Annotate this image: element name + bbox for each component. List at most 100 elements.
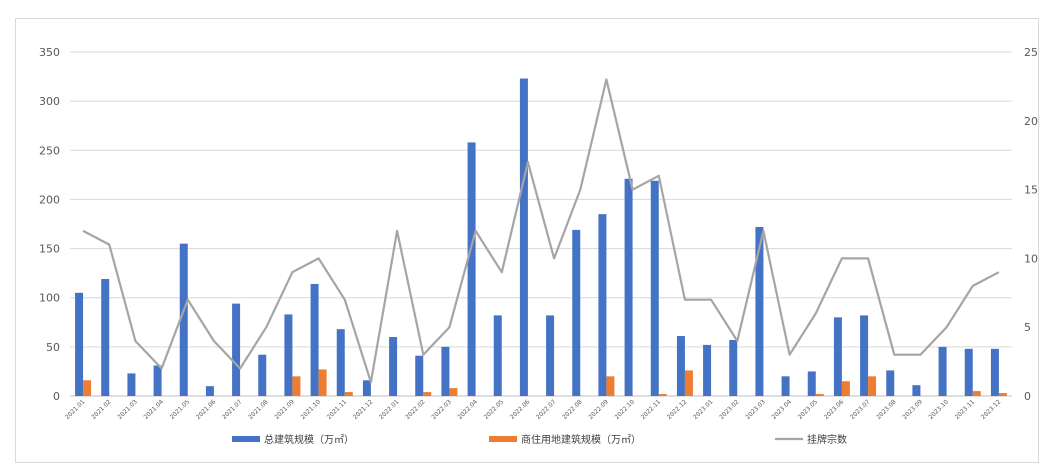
x-tick-label: 2022.12: [666, 398, 689, 421]
x-tick-label: 2021.09: [273, 398, 296, 421]
bar: [972, 391, 981, 396]
bar: [807, 371, 816, 396]
y-tick-label: 250: [39, 144, 60, 157]
bar: [815, 394, 824, 396]
x-tick-label: 2022.09: [587, 398, 610, 421]
x-tick-label: 2023.05: [797, 398, 820, 421]
x-tick-label: 2021.02: [90, 398, 113, 421]
bar: [519, 78, 528, 396]
x-tick-label: 2023.01: [692, 398, 715, 421]
y-tick-label: 200: [39, 193, 60, 206]
x-tick-label: 2021.06: [195, 398, 218, 421]
bar: [179, 243, 188, 396]
bar: [344, 392, 353, 396]
y-axis-left: 0 50 100 150 200 250 300 350: [39, 46, 60, 403]
x-tick-label: 2023.03: [744, 398, 767, 421]
bar: [684, 370, 693, 396]
y-tick-label: 150: [39, 243, 60, 256]
y-tick-label: 100: [39, 292, 60, 305]
line-series: [82, 78, 1000, 384]
bar: [75, 292, 84, 396]
bar: [205, 386, 214, 396]
y-tick-label: 300: [39, 95, 60, 108]
bar: [284, 314, 293, 396]
y2-tick-label: 25: [1024, 46, 1038, 59]
bar: [389, 337, 398, 396]
legend-label: 总建筑规模（万㎡）: [264, 433, 354, 446]
bar: [493, 315, 502, 396]
y2-tick-label: 20: [1024, 115, 1038, 128]
bar: [650, 180, 659, 396]
x-tick-label: 2022.11: [640, 398, 663, 421]
x-tick-label: 2023.08: [875, 398, 898, 421]
bar: [833, 317, 842, 396]
bar: [868, 376, 877, 396]
bar: [423, 392, 432, 396]
bar: [546, 315, 555, 396]
x-tick-label: 2021.12: [352, 398, 375, 421]
line-挂牌宗数: [82, 78, 1000, 384]
x-tick-label: 2023.12: [980, 398, 1003, 421]
legend-swatch: [232, 436, 260, 442]
bar: [964, 348, 973, 396]
bar: [676, 336, 685, 396]
bar: [938, 346, 947, 396]
bar: [781, 376, 790, 396]
x-tick-label: 2023.02: [718, 398, 741, 421]
bar: [572, 229, 581, 396]
x-tick-label: 2022.06: [509, 398, 532, 421]
bar: [310, 283, 319, 396]
x-tick-label: 2022.10: [614, 398, 637, 421]
bar: [258, 354, 267, 396]
bar: [83, 380, 92, 396]
bar: [362, 380, 371, 396]
gridlines: [70, 51, 1012, 397]
y-tick-label: 0: [53, 390, 60, 403]
x-tick-label: 2022.01: [378, 398, 401, 421]
bar: [415, 355, 424, 396]
bar: [990, 348, 999, 396]
bar: [658, 394, 667, 396]
x-tick-label: 2023.04: [771, 398, 794, 421]
bar: [886, 370, 895, 396]
x-tick-label: 2021.07: [221, 398, 244, 421]
x-tick-label: 2022.02: [404, 398, 427, 421]
y-axis-right: 0 5 10 15 20 25: [1024, 46, 1038, 403]
bar: [912, 385, 921, 396]
x-tick-label: 2022.08: [561, 398, 584, 421]
legend-label: 商住用地建筑规模（万㎡）: [521, 433, 641, 446]
bar: [729, 339, 738, 396]
bar: [703, 344, 712, 396]
x-tick-label: 2021.08: [247, 398, 270, 421]
bar: [624, 178, 633, 396]
y-tick-label: 50: [46, 341, 60, 354]
x-tick-label: 2021.10: [300, 398, 323, 421]
bar: [336, 329, 345, 396]
bar: [998, 393, 1007, 396]
x-tick-label: 2021.04: [143, 398, 166, 421]
bar: [860, 315, 869, 396]
y-tick-label: 350: [39, 46, 60, 59]
y2-tick-label: 0: [1024, 390, 1031, 403]
x-tick-label: 2021.01: [64, 398, 87, 421]
bar: [467, 142, 476, 396]
x-axis: 2021.01 2021.02 2021.03 2021.04 2021.05 2021.…: [64, 398, 1002, 421]
bar: [755, 226, 764, 396]
bar: [598, 214, 607, 396]
x-tick-label: 2023.11: [954, 398, 977, 421]
y2-tick-label: 10: [1024, 252, 1038, 265]
bar: [232, 303, 241, 396]
bar: [127, 373, 136, 396]
legend-swatch: [489, 436, 517, 442]
bar: [606, 376, 615, 396]
bars: [75, 78, 1007, 396]
x-tick-label: 2023.07: [849, 398, 872, 421]
bar: [101, 279, 110, 396]
x-tick-label: 2022.07: [535, 398, 558, 421]
bar: [841, 381, 850, 396]
x-tick-label: 2022.05: [483, 398, 506, 421]
x-tick-label: 2023.06: [823, 398, 846, 421]
x-tick-label: 2023.10: [928, 398, 951, 421]
x-tick-label: 2022.03: [430, 398, 453, 421]
